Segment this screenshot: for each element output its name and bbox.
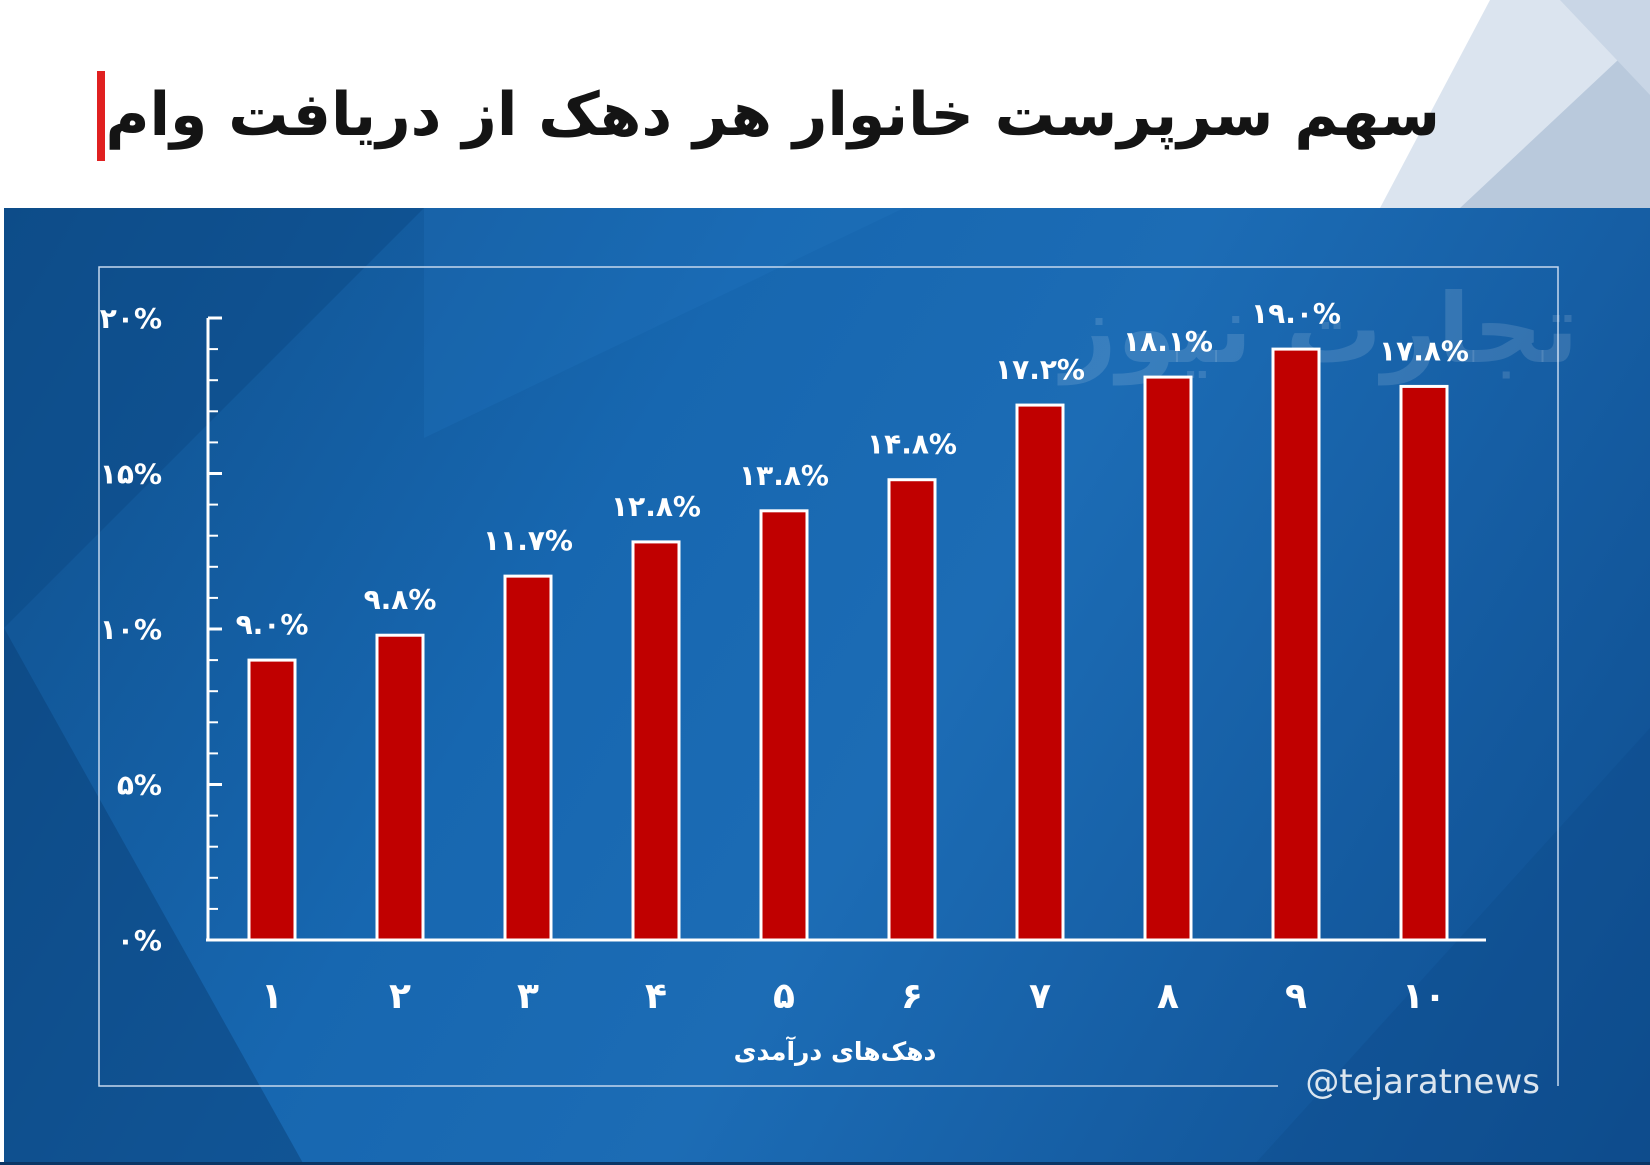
bar — [1399, 384, 1449, 942]
header-decoration — [1380, 0, 1650, 208]
y-tick-label: ۰% — [117, 924, 162, 957]
panel-bottom-border — [0, 1162, 1650, 1165]
bar-value-label: ۱۷.۲% — [995, 353, 1085, 386]
bar-value-label: ۱۸.۱% — [1123, 325, 1213, 358]
bar-value-label: ۱۹.۰% — [1251, 297, 1341, 330]
panel-background-shapes — [4, 208, 1650, 1165]
y-axis-ticks — [208, 316, 222, 942]
x-tick-label: ۶ — [901, 976, 923, 1017]
bar — [503, 574, 553, 942]
header: سهم سرپرست خانوار هر دهک از دریافت وام — [0, 0, 1650, 208]
x-tick-label: ۵ — [773, 976, 795, 1017]
title-accent-bar — [97, 71, 105, 161]
y-tick-label: ۱۵% — [100, 458, 162, 491]
bar-value-label: ۱۴.۸% — [867, 428, 957, 461]
bar — [247, 658, 297, 942]
bar — [1143, 375, 1193, 942]
y-axis-tick-labels: ۰% ۵% ۱۰% ۱۵% ۲۰% — [100, 302, 162, 957]
x-tick-label: ۷ — [1029, 976, 1051, 1017]
social-handle: @tejaratnews — [1305, 1062, 1540, 1102]
x-tick-label: ۳ — [517, 976, 539, 1017]
x-tick-label: ۸ — [1157, 976, 1179, 1017]
bar-value-label: ۱۲.۸% — [611, 490, 701, 523]
chart-panel — [4, 208, 1650, 1165]
bar — [631, 540, 681, 942]
bar-value-label: ۹.۸% — [364, 583, 437, 616]
x-tick-label: ۲ — [389, 976, 411, 1017]
x-tick-label: ۹ — [1285, 976, 1307, 1017]
chart-frame — [98, 266, 1559, 1087]
bar — [1015, 403, 1065, 942]
y-tick-label: ۵% — [117, 769, 162, 802]
bar-value-label: ۱۷.۸% — [1379, 334, 1469, 367]
bar — [759, 509, 809, 942]
bar — [1271, 347, 1321, 942]
chart-title: سهم سرپرست خانوار هر دهک از دریافت وام — [105, 80, 1440, 150]
bar-value-label: ۹.۰% — [236, 608, 309, 641]
y-tick-label: ۱۰% — [100, 613, 162, 646]
x-tick-label: ۱۰ — [1402, 976, 1446, 1017]
x-axis-tick-labels: ۱ ۲ ۳ ۴ ۵ ۶ ۷ ۸ ۹ ۱۰ — [261, 976, 1446, 1017]
data-labels: ۹.۰% ۹.۸% ۱۱.۷% ۱۲.۸% ۱۳.۸% ۱۴.۸% ۱۷.۲% ۱۸.۱% ۱۹… — [236, 297, 1469, 641]
bars — [247, 347, 1449, 942]
bar-value-label: ۱۱.۷% — [483, 524, 573, 557]
bar-value-label: ۱۳.۸% — [739, 459, 829, 492]
x-tick-label: ۱ — [261, 976, 283, 1017]
x-tick-label: ۴ — [645, 976, 667, 1017]
bar — [887, 478, 937, 942]
y-tick-label: ۲۰% — [100, 302, 162, 335]
bar — [375, 633, 425, 942]
x-axis-title: دهک‌های درآمدی — [734, 1036, 937, 1066]
